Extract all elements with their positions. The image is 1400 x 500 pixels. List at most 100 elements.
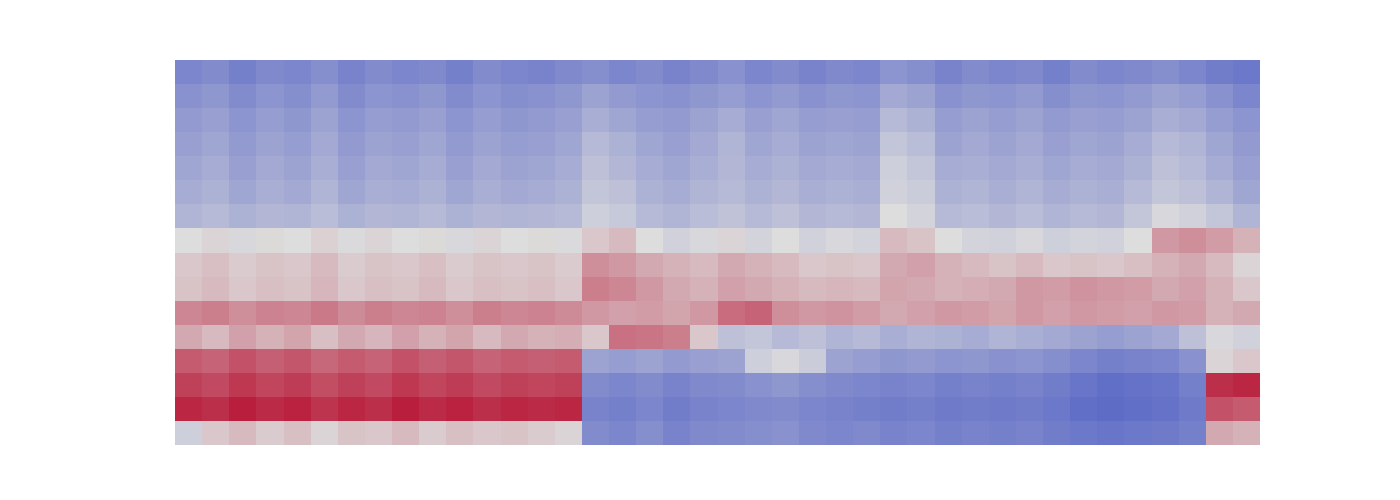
heatmap-cell xyxy=(1206,301,1234,326)
heatmap-cell xyxy=(175,180,203,205)
heatmap-cell xyxy=(284,421,312,445)
heatmap-cell xyxy=(989,397,1017,422)
heatmap-cell xyxy=(772,421,800,445)
heatmap-cell xyxy=(880,132,908,157)
heatmap-cell xyxy=(718,180,746,205)
heatmap-cell xyxy=(1124,325,1152,350)
heatmap-cell xyxy=(989,373,1017,398)
heatmap-cell xyxy=(636,180,664,205)
heatmap-cell xyxy=(853,60,881,85)
heatmap-cell xyxy=(528,228,556,253)
heatmap-cell xyxy=(419,132,447,157)
heatmap-cell xyxy=(365,277,393,302)
heatmap-cell xyxy=(229,132,257,157)
heatmap-cell xyxy=(446,156,474,181)
heatmap-cell xyxy=(528,397,556,422)
heatmap-cell xyxy=(446,349,474,374)
heatmap-cell xyxy=(175,349,203,374)
heatmap-cell xyxy=(582,325,610,350)
heatmap-cell xyxy=(745,253,773,278)
heatmap-cell xyxy=(446,204,474,229)
heatmap-cell xyxy=(935,421,963,445)
background xyxy=(0,0,1400,500)
heatmap-cell xyxy=(1016,180,1044,205)
heatmap-cell xyxy=(663,60,691,85)
heatmap-cell xyxy=(446,108,474,133)
heatmap-cell xyxy=(1016,253,1044,278)
heatmap-cell xyxy=(582,156,610,181)
heatmap-cell xyxy=(1016,84,1044,109)
heatmap-cell xyxy=(582,253,610,278)
heatmap-cell xyxy=(799,373,827,398)
heatmap-cell xyxy=(528,156,556,181)
heatmap-cell xyxy=(880,180,908,205)
heatmap-cell xyxy=(772,253,800,278)
heatmap-cell xyxy=(284,301,312,326)
heatmap-cell xyxy=(256,349,284,374)
heatmap-cell xyxy=(229,204,257,229)
heatmap-cell xyxy=(1124,132,1152,157)
heatmap-cell xyxy=(609,132,637,157)
heatmap-cell xyxy=(799,108,827,133)
heatmap-cell xyxy=(853,228,881,253)
heatmap-cell xyxy=(1206,421,1234,445)
heatmap-cell xyxy=(935,349,963,374)
heatmap-cell xyxy=(609,180,637,205)
heatmap-cell xyxy=(528,132,556,157)
heatmap-cell xyxy=(311,373,339,398)
heatmap-cell xyxy=(1233,373,1260,398)
heatmap-cell xyxy=(880,156,908,181)
heatmap-cell xyxy=(528,60,556,85)
heatmap-cell xyxy=(853,108,881,133)
heatmap-cell xyxy=(473,84,501,109)
heatmap-cell xyxy=(935,84,963,109)
heatmap-cell xyxy=(609,277,637,302)
heatmap-cell xyxy=(745,228,773,253)
heatmap-cell xyxy=(690,325,718,350)
heatmap-cell xyxy=(907,204,935,229)
heatmap-cell xyxy=(202,373,230,398)
heatmap-cell xyxy=(365,421,393,445)
heatmap-cell xyxy=(256,156,284,181)
heatmap-cell xyxy=(175,373,203,398)
heatmap-cell xyxy=(284,253,312,278)
heatmap-cell xyxy=(772,180,800,205)
heatmap-cell xyxy=(989,132,1017,157)
heatmap-cell xyxy=(718,373,746,398)
heatmap-cell xyxy=(555,204,583,229)
heatmap-cell xyxy=(392,204,420,229)
heatmap-cell xyxy=(365,108,393,133)
heatmap-cell xyxy=(826,132,854,157)
heatmap-cell xyxy=(419,277,447,302)
heatmap-cell xyxy=(636,132,664,157)
heatmap-cell xyxy=(229,180,257,205)
heatmap-cell xyxy=(1152,60,1180,85)
heatmap-cell xyxy=(1070,325,1098,350)
heatmap-cell xyxy=(392,228,420,253)
heatmap-cell xyxy=(202,228,230,253)
heatmap-cell xyxy=(473,156,501,181)
heatmap-cell xyxy=(935,156,963,181)
heatmap-cell xyxy=(1179,108,1207,133)
heatmap-cell xyxy=(365,204,393,229)
heatmap-cell xyxy=(907,277,935,302)
heatmap-cell xyxy=(962,325,990,350)
heatmap-cell xyxy=(772,60,800,85)
heatmap-cell xyxy=(202,349,230,374)
heatmap-cell xyxy=(609,60,637,85)
heatmap-cell xyxy=(1043,228,1071,253)
heatmap-cell xyxy=(609,84,637,109)
heatmap-cell xyxy=(772,132,800,157)
heatmap-cell xyxy=(772,277,800,302)
heatmap-cell xyxy=(202,277,230,302)
heatmap-cell xyxy=(745,108,773,133)
heatmap-cell xyxy=(663,156,691,181)
heatmap-cell xyxy=(799,325,827,350)
heatmap-cell xyxy=(1016,60,1044,85)
heatmap-cell xyxy=(1043,84,1071,109)
heatmap-cell xyxy=(962,180,990,205)
heatmap-cell xyxy=(962,301,990,326)
heatmap-cell xyxy=(880,373,908,398)
heatmap-cell xyxy=(935,228,963,253)
heatmap-cell xyxy=(582,108,610,133)
